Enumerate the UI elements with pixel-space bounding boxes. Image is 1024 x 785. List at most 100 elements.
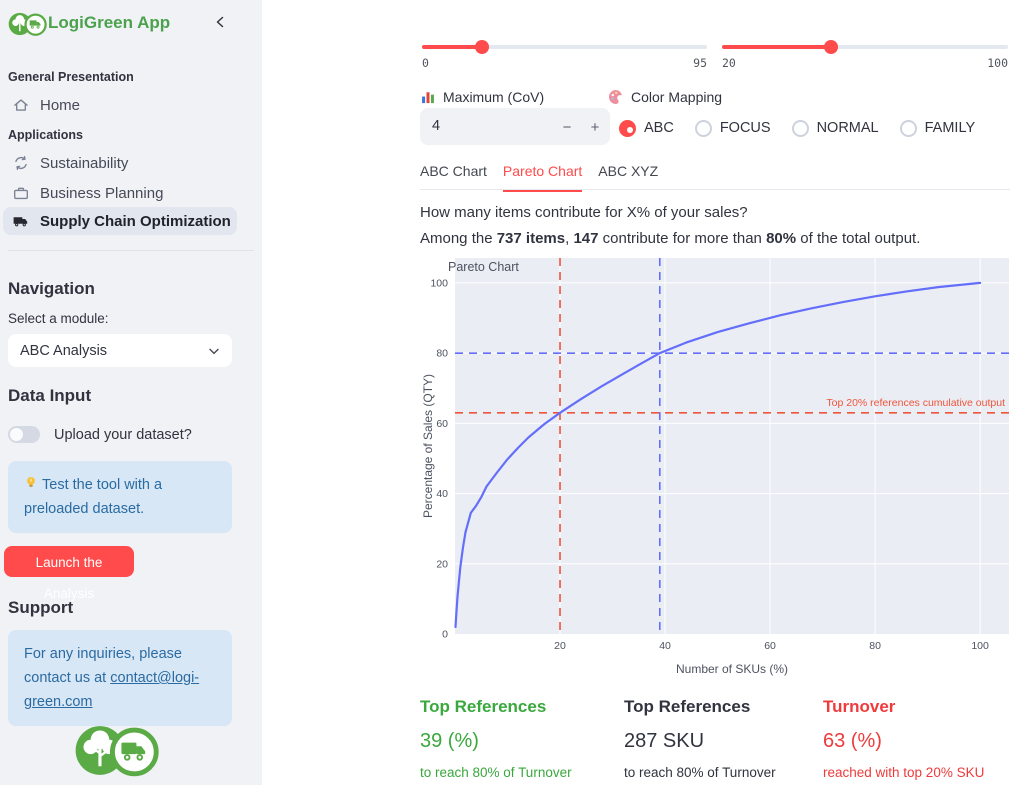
plot-area[interactable] bbox=[455, 258, 1009, 634]
radio-label: NORMAL bbox=[816, 120, 879, 136]
max-cov-label-row: Maximum (CoV) bbox=[420, 88, 544, 106]
slider-handle[interactable] bbox=[823, 40, 838, 54]
radio-focus[interactable]: FOCUS bbox=[694, 119, 771, 137]
slider-min-label: 20 bbox=[722, 56, 736, 70]
radio-dot[interactable] bbox=[694, 119, 712, 137]
slider-max-label: 100 bbox=[987, 56, 1008, 70]
chevron-left-icon bbox=[216, 16, 224, 28]
logigreen-footer-logo bbox=[75, 726, 159, 777]
nav-group-title: General Presentation bbox=[8, 70, 134, 84]
x-tick-label: 80 bbox=[869, 640, 881, 652]
sidebar: LogiGreen App General Presentation Home … bbox=[0, 0, 262, 785]
radio-normal[interactable]: NORMAL bbox=[791, 119, 879, 137]
pareto-chart-svg[interactable]: Top 20% references cumulative output 20 40… bbox=[420, 255, 1012, 685]
x-axis-title: Number of SKUs (%) bbox=[676, 662, 788, 676]
support-info-text: For any inquiries, please contact us at bbox=[24, 646, 182, 686]
y-tick-label: 0 bbox=[442, 629, 448, 641]
y-tick-label: 40 bbox=[436, 488, 448, 500]
metric-caption: reached with top 20% SKU bbox=[823, 765, 985, 780]
support-email-link[interactable]: contact@logi-green.com bbox=[24, 670, 200, 710]
metric-turnover: Turnover 63 (%) reached with top 20% SKU bbox=[823, 697, 1023, 780]
question-line2: Among the 737 items, 147 contribute for … bbox=[420, 230, 921, 247]
tab-abc-chart[interactable]: ABC Chart bbox=[420, 163, 487, 179]
y-axis-title: Percentage of Sales (QTY) bbox=[421, 374, 435, 518]
radio-abc[interactable]: ABC bbox=[619, 119, 674, 137]
slider-min-label: 0 bbox=[422, 56, 429, 70]
metric-title: Top References bbox=[624, 697, 751, 716]
sidebar-item-label: Home bbox=[40, 96, 81, 114]
metric-value: 63 (%) bbox=[823, 730, 882, 752]
radio-label: FOCUS bbox=[719, 120, 771, 136]
x-tick-label: 40 bbox=[659, 640, 671, 652]
slider-handle[interactable] bbox=[474, 40, 489, 54]
module-select[interactable]: ABC Analysis bbox=[8, 334, 232, 367]
module-select-value: ABC Analysis bbox=[20, 342, 108, 359]
tab-abc-xyz[interactable]: ABC XYZ bbox=[598, 163, 659, 179]
slider-track[interactable] bbox=[422, 40, 707, 54]
color-mapping-label: Color Mapping bbox=[631, 89, 723, 105]
toggle-label: Upload your dataset? bbox=[54, 426, 192, 443]
slider-top-references[interactable]: 0 95 bbox=[422, 38, 707, 70]
y-tick-label: 20 bbox=[436, 558, 448, 570]
metric-top-references-sku: Top References 287 SKU to reach 80% of T… bbox=[624, 697, 824, 780]
color-mapping-label-row: Color Mapping bbox=[608, 88, 722, 106]
sidebar-item-label: Sustainability bbox=[40, 154, 129, 172]
chart-annotation: Top 20% references cumulative output bbox=[826, 397, 1005, 409]
upload-dataset-toggle[interactable]: Upload your dataset? bbox=[8, 426, 192, 443]
question-line1: How many items contribute for X% of your… bbox=[420, 204, 748, 221]
module-select-label: Select a module: bbox=[8, 311, 109, 326]
radio-dot[interactable] bbox=[619, 119, 636, 137]
tab-pareto-chart[interactable]: Pareto Chart bbox=[502, 163, 583, 192]
metric-value: 287 SKU bbox=[624, 730, 705, 752]
slider-max-label: 95 bbox=[693, 56, 707, 70]
sidebar-item-sustainability[interactable]: Sustainability bbox=[3, 150, 237, 176]
cumulative-sales-curve bbox=[454, 281, 982, 629]
navigation-heading: Navigation bbox=[8, 279, 95, 298]
color-mapping-radio-group: ABC FOCUS NORMAL FAMILY bbox=[619, 109, 975, 147]
logigreen-logo-icon bbox=[8, 12, 47, 36]
tab-divider bbox=[420, 189, 1010, 190]
sidebar-item-home[interactable]: Home bbox=[3, 92, 237, 118]
metric-top-references-pct: Top References 39 (%) to reach 80% of Tu… bbox=[420, 697, 620, 780]
app-title: LogiGreen App bbox=[48, 13, 171, 32]
support-heading: Support bbox=[8, 598, 74, 617]
metric-title: Top References bbox=[420, 697, 547, 716]
x-tick-label: 60 bbox=[764, 640, 776, 652]
increment-button[interactable]: + bbox=[580, 108, 610, 145]
preload-info-text: Test the tool with a preloaded dataset. bbox=[24, 477, 163, 517]
sidebar-item-supply-chain-optimization[interactable]: Supply Chain Optimization bbox=[3, 207, 237, 235]
lightbulb-icon bbox=[27, 476, 35, 487]
chart-title: Pareto Chart bbox=[448, 260, 519, 274]
y-tick-label: 100 bbox=[430, 277, 448, 289]
radio-label: FAMILY bbox=[924, 120, 976, 136]
max-cov-number-input[interactable]: 4 − + bbox=[420, 108, 610, 145]
radio-dot[interactable] bbox=[791, 119, 809, 137]
launch-analysis-button[interactable]: Launch the Analysis bbox=[4, 546, 134, 601]
metric-title: Turnover bbox=[823, 697, 896, 716]
radio-dot[interactable] bbox=[899, 119, 917, 137]
slider-turnover-threshold[interactable]: 20 100 bbox=[722, 38, 1008, 70]
truck-icon bbox=[12, 212, 30, 230]
y-tick-label: 60 bbox=[436, 418, 448, 430]
decrement-button[interactable]: − bbox=[552, 108, 582, 145]
recycle-icon bbox=[12, 154, 30, 172]
preload-info-box: Test the tool with a preloaded dataset. bbox=[8, 461, 232, 533]
radio-label: ABC bbox=[644, 120, 674, 136]
radio-family[interactable]: FAMILY bbox=[899, 119, 976, 137]
x-tick-label: 100 bbox=[971, 640, 989, 652]
sidebar-item-label: Supply Chain Optimization bbox=[40, 212, 231, 230]
bar-chart-icon bbox=[422, 92, 434, 104]
x-tick-label: 20 bbox=[554, 640, 566, 652]
chart-tabs: ABC Chart Pareto Chart ABC XYZ bbox=[420, 163, 1010, 192]
sidebar-item-label: Business Planning bbox=[40, 184, 164, 202]
support-info-box: For any inquiries, please contact us at … bbox=[8, 630, 232, 726]
sidebar-collapse-button[interactable] bbox=[212, 14, 232, 34]
data-input-heading: Data Input bbox=[8, 386, 92, 405]
toggle-pill[interactable] bbox=[8, 426, 40, 443]
sidebar-item-business-planning[interactable]: Business Planning bbox=[3, 180, 237, 206]
pareto-chart[interactable]: Top 20% references cumulative output 20 40… bbox=[420, 255, 1012, 685]
max-cov-value: 4 bbox=[432, 118, 441, 134]
y-tick-label: 80 bbox=[436, 348, 448, 360]
slider-track[interactable] bbox=[722, 40, 1008, 54]
